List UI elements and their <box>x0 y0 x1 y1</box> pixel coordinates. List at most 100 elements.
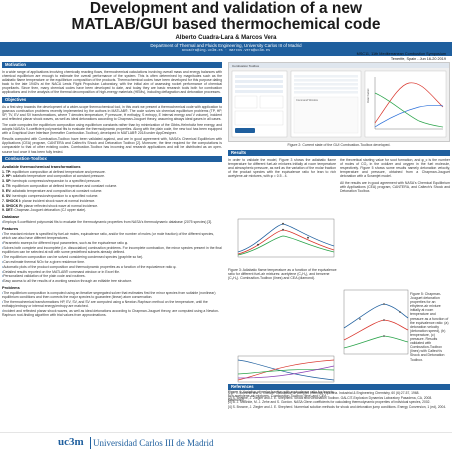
transformation-item-text: adiabatic temperature and composition at… <box>12 174 105 179</box>
references-heading: References <box>228 384 450 390</box>
gui-console <box>293 96 359 134</box>
feature-item: Parametric sweeps for different input pa… <box>2 241 222 245</box>
transformation-item: 6. SV: isentropic compression/expansion … <box>2 194 222 198</box>
references-list: [1] F. J. Zeleznik and S. Gordon. Calcul… <box>228 391 450 410</box>
figure-4-plot <box>237 355 335 383</box>
affiliation-bar: Department of Thermal and Fluids Enginee… <box>0 42 452 56</box>
transformation-item-text: equilibrium composition at defined tempe… <box>12 169 106 174</box>
fig5-markers <box>359 303 401 337</box>
transformation-item-key: 6. SV: <box>2 193 13 198</box>
figure-4: Figure 4: Variation of molar fraction wi… <box>228 354 338 402</box>
fig4-curve <box>237 359 335 381</box>
features-heading: Features <box>2 226 19 232</box>
figure-5-caption: Figure 5: Chapman-Jouguet detonation pro… <box>410 292 449 362</box>
results-right: the theoretical starting value for soot … <box>340 158 450 195</box>
left-column: Motivation In a wide range of applicatio… <box>2 62 222 318</box>
uc3m-logo: uc3m <box>58 436 84 448</box>
results-text-1: In order to validate the model, Figure 3… <box>228 158 336 179</box>
logo-divider <box>90 437 91 449</box>
results-left: In order to validate the model, Figure 3… <box>228 158 336 180</box>
gui-titlebar <box>229 63 449 68</box>
department: Department of Thermal and Fluids Enginee… <box>150 43 302 48</box>
fig3-marker <box>256 243 260 246</box>
transformation-item-key: 2. HP: <box>2 174 13 179</box>
feature-item: The equilibrium composition can be solve… <box>2 255 222 259</box>
figure-5: Figure 5: Chapman-Jouguet detonation pro… <box>340 288 450 362</box>
emails: acuadra@ing.uc3m.es · marcos.vera@uc3m.e… <box>181 49 271 53</box>
problem-item: The equilibrium composition is computed … <box>2 291 222 299</box>
gui-plot: Molar fraction <box>367 77 444 130</box>
reference-item: [1] F. J. Zeleznik and S. Gordon. Calcul… <box>228 391 420 395</box>
transformation-item-key: 7. SHOCK I: <box>2 198 23 203</box>
results-text-3: All the results are in good agreement wi… <box>340 180 450 193</box>
fig4-curve <box>237 359 335 381</box>
gui-field <box>235 75 283 78</box>
reference-item: [2] S. Browne, J. Ziegler and J. E. Shep… <box>228 395 433 400</box>
feature-item: Detailed results reported on the MATLAB®… <box>2 270 222 274</box>
transformation-item: 2. HP: adiabatic temperature and composi… <box>2 174 222 178</box>
toolbox-heading: Combustion-Toolbox <box>2 155 222 162</box>
poster-header: Development and validation of a new MATL… <box>0 0 452 56</box>
transformation-item-text: equilibrium composition at defined tempe… <box>12 184 118 189</box>
objectives-text-3: Results computed with Combustion-Toolbox… <box>2 137 222 154</box>
figure-3: Figure 3: Adiabatic flame temperature as… <box>228 216 338 280</box>
reference-item: [4] S. Browne, J. Ziegler and J. E. Shep… <box>228 405 447 410</box>
poster-footer: uc3m Universidad Carlos III de Madrid <box>0 432 452 452</box>
conference-venue: Tenerife, Spain - Jun 16-20 2019 <box>390 56 446 61</box>
fig3-markers <box>256 222 310 246</box>
results-text-2: the theoretical starting value for soot … <box>340 158 450 179</box>
fig5-marker <box>383 303 385 305</box>
transformation-item-key: 1. TP: <box>2 169 13 174</box>
objectives-text-1: As a first step towards the development … <box>2 104 222 121</box>
results-block: In order to validate the model, Figure 3… <box>228 158 450 308</box>
title-line-2: MATLAB/GUI based thermochemical code <box>71 16 381 33</box>
gui-screenshot-svg: Combustion Toolbox Command Wind <box>229 63 449 141</box>
gui-title: Combustion Toolbox <box>232 64 260 68</box>
transformation-item: 1. TP: equilibrium composition at define… <box>2 170 222 174</box>
gui-row <box>294 75 358 78</box>
gui-results-rows: Command Window <box>293 75 359 134</box>
motivation-text: In a wide range of applications involvin… <box>2 70 222 95</box>
motivation-heading: Motivation <box>2 62 222 68</box>
conference-info: MSC11, 11th Mediterranean Combustion Sym… <box>357 52 446 61</box>
gui-row <box>294 87 358 90</box>
gui-plot-line <box>374 82 444 124</box>
references-section: References [1] F. J. Zeleznik and S. Gor… <box>228 384 450 411</box>
gui-table <box>259 95 284 109</box>
figure-3-caption: Figure 3: Adiabatic flame temperature as… <box>228 268 337 281</box>
fig3-frame <box>237 218 335 258</box>
conference-name: MSC11, 11th Mediterranean Combustion Sym… <box>356 52 446 56</box>
gui-field <box>235 80 283 83</box>
gui-row <box>294 79 358 82</box>
database-list: Employs 9-coefficient polynomial fits to… <box>2 220 222 224</box>
gui-field <box>235 90 283 93</box>
fig3-curve <box>237 235 335 256</box>
transformations-heading: Available thermochemical transformations <box>2 163 81 169</box>
gui-screenshot: Combustion Toolbox Command Wind <box>228 62 450 142</box>
transformation-item-key: 8. SHOCK R: <box>2 203 24 208</box>
gui-field <box>235 85 283 88</box>
feature-item: Can estimate thermal NOx for a given res… <box>2 260 222 264</box>
gui-console-label: Command Window <box>296 98 318 102</box>
transformation-item-text: isentropic compression/expansion to a sp… <box>12 193 99 198</box>
problems-heading: Problems <box>2 285 20 291</box>
transformation-item-key: 5. EV: <box>2 188 13 193</box>
fig5-marker <box>359 318 361 320</box>
gui-plot-panel <box>364 70 447 138</box>
database-heading: Database <box>2 214 20 220</box>
authors: Alberto Cuadra-Lara & Marcos Vera <box>175 35 277 41</box>
title-line-1: Development and validation of a new <box>89 0 363 17</box>
fig4-curve <box>237 369 335 375</box>
reference-item: [3] B. J. McBride, M. J. Zehe and S. Gor… <box>228 400 431 405</box>
database-item: Employs 9-coefficient polynomial fits to… <box>2 220 222 224</box>
fig3-marker <box>281 228 285 231</box>
right-column: Combustion Toolbox Command Wind <box>228 62 450 409</box>
fig3-marker <box>281 222 285 225</box>
fig5-marker <box>399 311 401 313</box>
transformation-item: 9. DET: Chapman-Jouguet detonation (CJ u… <box>2 208 222 212</box>
transformation-item: 3. SP: isentropic compression/expansion … <box>2 179 222 183</box>
objectives-heading: Objectives <box>2 96 222 103</box>
poster-title: Development and validation of a new MATL… <box>40 1 412 33</box>
figure-2-caption: Figure 2: Current state of the GUI Combu… <box>287 143 391 147</box>
transformation-item: 8. SHOCK R: planar reflected shock wave … <box>2 204 222 208</box>
